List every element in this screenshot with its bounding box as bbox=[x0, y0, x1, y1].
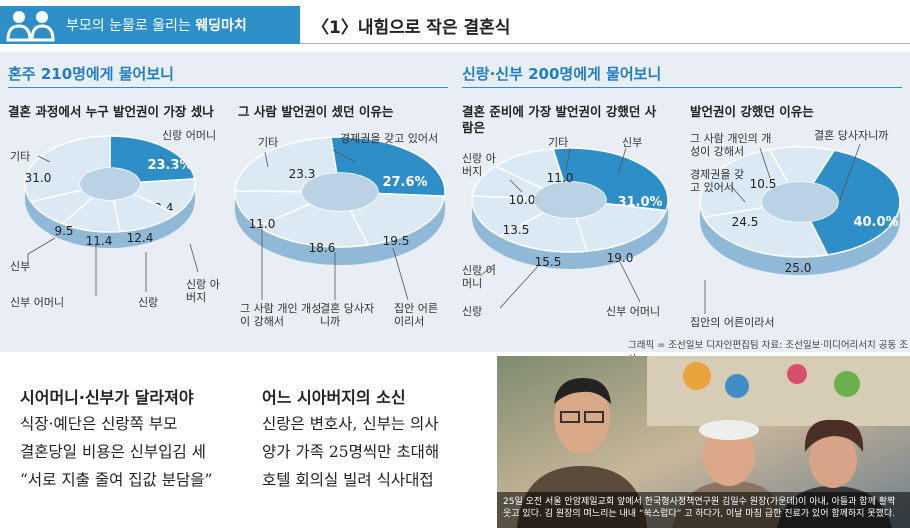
col2-heading: 어느 시아버지의 소신 bbox=[262, 388, 406, 407]
chart4-label-personality: 그 사람 개인의 개성이 강해서 bbox=[690, 132, 772, 158]
chart3-question: 결혼 준비에 가장 발언권이 강했던 사람은 bbox=[462, 104, 657, 135]
article-title: 〈1〉내힘으로 작은 결혼식 bbox=[312, 18, 511, 38]
chart4-label-party: 결혼 당사자니까 bbox=[814, 129, 889, 142]
slice-value-label: 31.0 bbox=[25, 171, 52, 185]
left-section-rule bbox=[8, 87, 448, 88]
donut-chart-4: 40.0% 25.0 24.5 10.5 bbox=[699, 146, 901, 275]
slice-value-label: 11.4 bbox=[86, 234, 113, 248]
page-header: 부모의 눈물로 울리는 웨딩마치 〈1〉내힘으로 작은 결혼식 bbox=[0, 0, 910, 50]
donut-side bbox=[235, 192, 445, 265]
chart3-label-bride-mother: 신부 어머니 bbox=[606, 305, 661, 318]
col2-line: 신랑은 변호사, 신부는 의사 bbox=[262, 415, 439, 433]
donut-hole bbox=[302, 173, 378, 211]
leader-lines bbox=[27, 143, 861, 314]
chart3-label-groom: 신랑 bbox=[462, 305, 483, 318]
donut-side bbox=[472, 200, 668, 269]
slice-value-label: 10.0 bbox=[509, 193, 536, 207]
photo-caption: 25일 오전 서울 안암제일교회 앞에서 한국형사정책연구원 김일수 원장(가운… bbox=[497, 492, 910, 528]
slice-value-label: 24.5 bbox=[732, 215, 759, 229]
chart1-label-groom: 신랑 bbox=[138, 296, 159, 309]
slice-value-label: 9.5 bbox=[54, 224, 73, 238]
chart1-label-groom-mother: 신랑 어머니 bbox=[162, 129, 217, 142]
slice-value-label: 23.3 bbox=[289, 167, 316, 181]
left-section-title: 혼주 210명에게 물어보니 bbox=[8, 65, 174, 83]
donut-chart-3: 31.0%19.015.513.510.011.0 bbox=[471, 147, 669, 269]
donut-side bbox=[700, 202, 900, 275]
donut-slice bbox=[575, 202, 668, 253]
donut-charts: 23.3%12.412.411.49.531.027.6%19.518.611.… bbox=[24, 135, 901, 314]
donut-slice bbox=[234, 136, 338, 193]
chart1-question: 결혼 과정에서 누구 발언권이 가장 셌나 bbox=[8, 104, 214, 119]
chart4-label-elder: 집안의 어른이라서 bbox=[690, 316, 775, 329]
col1-line: 식장·예단은 신랑쪽 부모 bbox=[20, 415, 178, 433]
header-divider bbox=[300, 43, 910, 44]
series-banner bbox=[0, 6, 300, 44]
donut-side bbox=[25, 184, 195, 248]
col2-line: 양가 가족 25명씩만 초대해 bbox=[262, 443, 440, 461]
donut-chart-1: 23.3%12.412.411.49.531.0 bbox=[24, 135, 196, 248]
chart2-question: 그 사람 발언권이 셌던 이유는 bbox=[238, 104, 394, 119]
chart1-label-groom-father: 신랑 아버지 bbox=[186, 278, 220, 304]
donut-hole bbox=[80, 168, 140, 200]
right-section-title: 신랑·신부 200명에게 물어보니 bbox=[462, 65, 662, 83]
col1-line: “서로 지출 줄여 집값 분담을” bbox=[20, 471, 213, 489]
slice-value-label: 13.5 bbox=[503, 223, 530, 237]
col1-body: 식장·예단은 신랑쪽 부모 결혼당일 비용은 신부입김 세 “서로 지출 줄여 … bbox=[20, 410, 270, 494]
slice-value-label: 27.6% bbox=[382, 175, 427, 190]
donut-hole bbox=[762, 182, 838, 222]
chart4-label-economic: 경제권을 갖고 있어서 bbox=[690, 168, 745, 194]
chart2-label-elder: 집안 어른 이리서 bbox=[394, 302, 438, 328]
slice-value-label: 25.0 bbox=[785, 261, 812, 275]
chart2-label-other: 기타 bbox=[258, 136, 279, 149]
chart2-label-party: 결혼 당사자니까 bbox=[320, 302, 375, 328]
chart2-label-personality: 그 사람 개인 개성이 강해서 bbox=[240, 302, 322, 328]
slice-value-label: 19.0 bbox=[607, 251, 634, 265]
slice-value-label: 11.0 bbox=[547, 171, 574, 185]
chart4-question: 발언권이 강했던 이유는 bbox=[690, 104, 814, 119]
chart3-label-groom-father: 신랑 아버지 bbox=[462, 152, 496, 178]
couple-logo-icon bbox=[6, 11, 55, 42]
right-section-rule bbox=[462, 87, 902, 88]
col1-line: 결혼당일 비용은 신부입김 세 bbox=[20, 443, 206, 461]
chart2-label-economic: 경제권을 갖고 있어서 bbox=[340, 132, 439, 145]
chart1-label-other: 기타 bbox=[10, 150, 31, 163]
chart1-label-bride-mother: 신부 어머니 bbox=[10, 296, 65, 309]
col2-body: 신랑은 변호사, 신부는 의사 양가 가족 25명씩만 초대해 호텔 회의실 빌… bbox=[262, 410, 494, 494]
chart3-label-bride: 신부 bbox=[622, 136, 643, 149]
col1-heading: 시어머니·신부가 달라져야 bbox=[20, 388, 194, 407]
donut-hole bbox=[534, 182, 606, 218]
chart3-label-groom-mother: 신랑 어머니 bbox=[462, 264, 496, 290]
slice-value-label: 40.0% bbox=[853, 215, 898, 230]
slice-value-label: 12.4 bbox=[127, 231, 154, 245]
slice-value-label: 18.6 bbox=[309, 241, 336, 255]
slice-value-label: 15.5 bbox=[535, 255, 562, 269]
slice-value-label: 19.5 bbox=[383, 234, 410, 248]
chart3-label-other: 기타 bbox=[548, 136, 569, 149]
series-title: 부모의 눈물로 울리는 웨딩마치 bbox=[66, 18, 247, 34]
slice-value-label: 10.5 bbox=[750, 177, 777, 191]
col2-line: 호텔 회의실 빌려 식사대접 bbox=[262, 471, 434, 489]
donut-chart-2: 27.6%19.518.611.023.3 bbox=[234, 136, 446, 265]
chart1-label-bride: 신부 bbox=[10, 260, 31, 273]
